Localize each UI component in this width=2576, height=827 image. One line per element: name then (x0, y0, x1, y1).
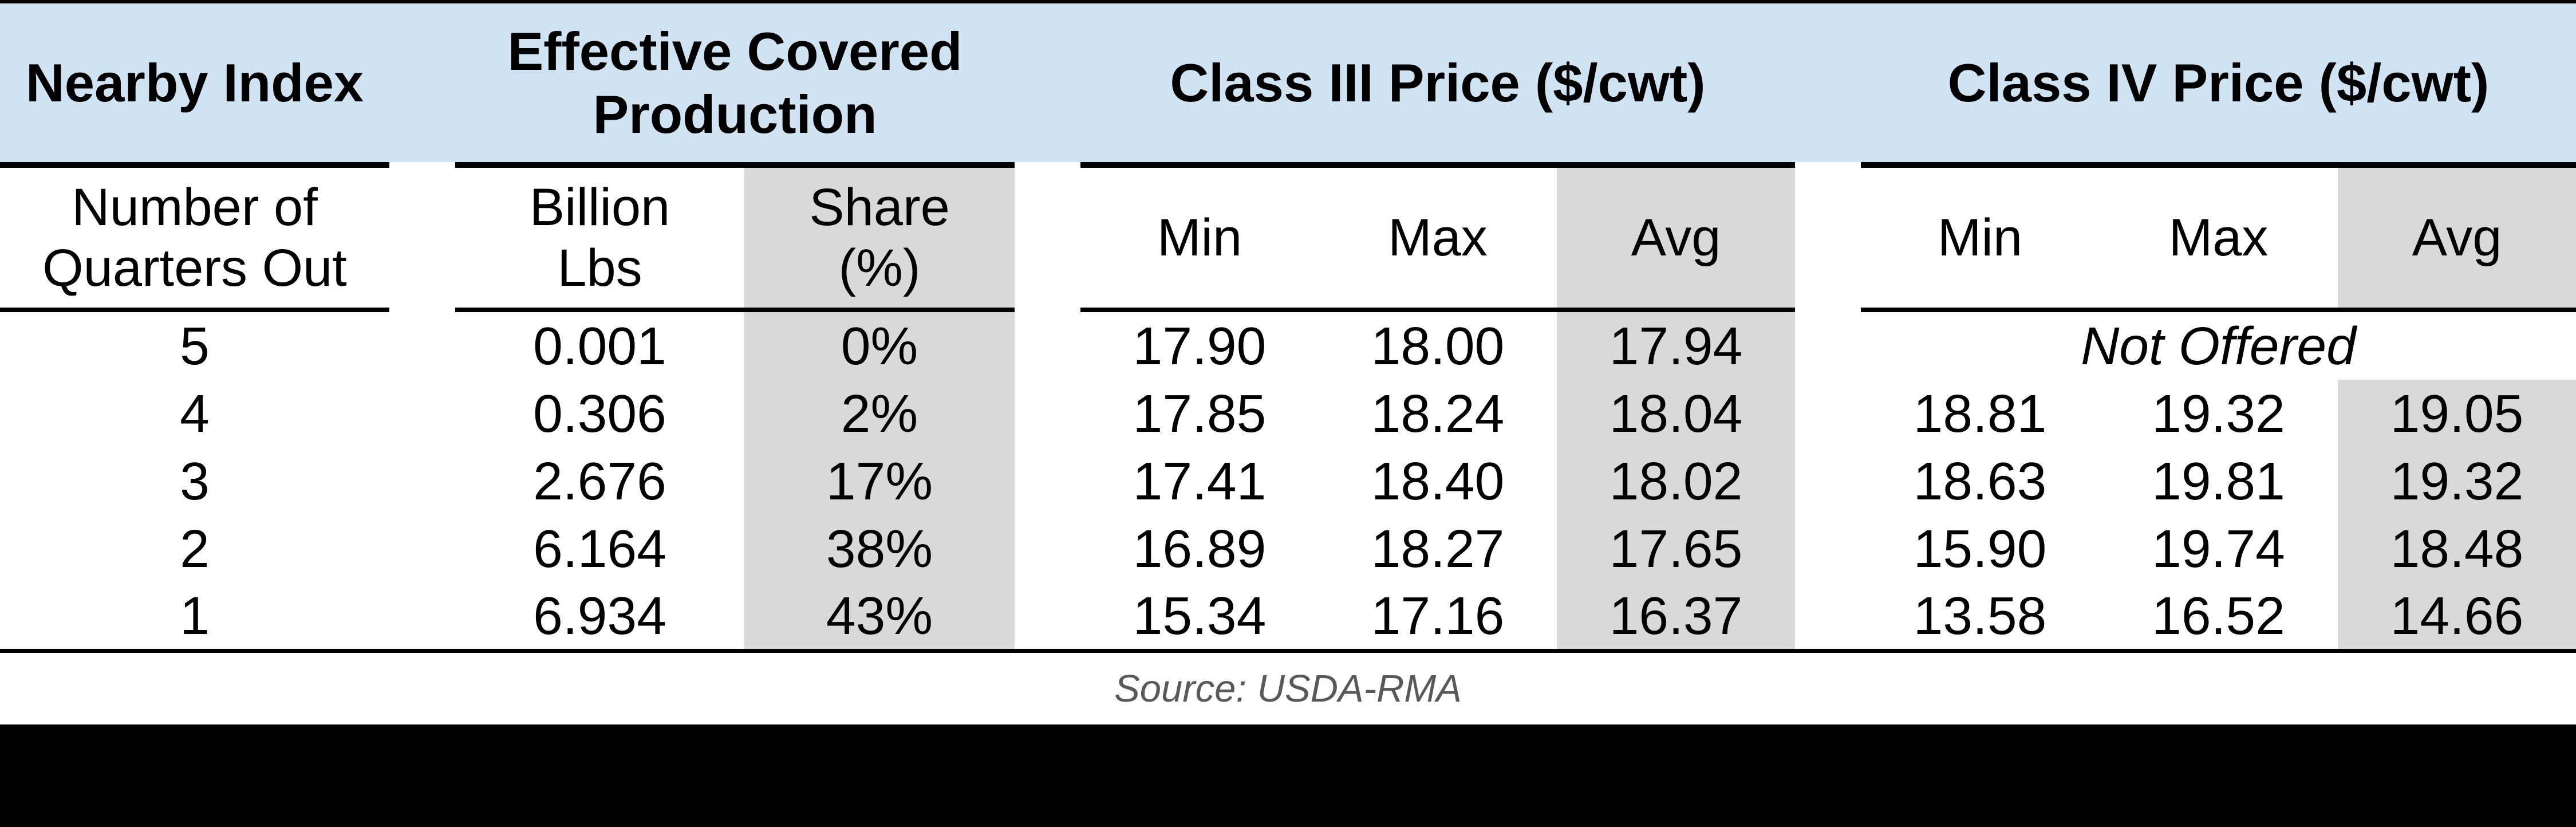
cell-q3-class4-min: 18.63 (1913, 451, 2047, 511)
subheader-class4-max: Max (2168, 208, 2269, 267)
header-row-background (0, 3, 2576, 162)
cell-q2-class4-max: 19.74 (2152, 518, 2285, 578)
cell-q5-quarters: 5 (180, 316, 210, 376)
cell-q4-share: 2% (744, 380, 1015, 447)
header-group-class-iv-price: Class IV Price ($/cwt) (1947, 52, 2490, 113)
header-group-class-iii-price: Class III Price ($/cwt) (1170, 52, 1706, 113)
subheader-share: Share (%) (744, 168, 1015, 308)
cell-q4-billion-lbs: 0.306 (533, 384, 666, 443)
cell-q3-class3-max: 18.40 (1371, 451, 1505, 511)
cell-q3-class4-max: 19.81 (2152, 451, 2285, 511)
cell-q5-share: 0% (744, 312, 1015, 380)
subheader-quarters: Number of Quarters Out (42, 178, 347, 297)
footer-black-bar (0, 724, 2576, 827)
cell-q5-class4-not-offered: Not Offered (2081, 316, 2356, 376)
cell-q4-class4-avg: 19.05 (2338, 380, 2576, 447)
header-underline-segment-1 (0, 162, 389, 168)
subheader-class4-avg: Avg (2338, 168, 2576, 308)
cell-q2-quarters: 2 (180, 518, 210, 578)
header-group-nearby-index: Nearby Index (25, 52, 364, 113)
cell-q4-class4-min: 18.81 (1913, 384, 2047, 443)
subheader-class4-min: Min (1937, 208, 2023, 267)
cell-q3-class4-avg: 19.32 (2338, 447, 2576, 515)
subheader-underline-segment-1 (0, 308, 389, 312)
subheader-class3-min: Min (1157, 208, 1242, 267)
cell-q1-quarters: 1 (180, 585, 210, 645)
cell-q5-billion-lbs: 0.001 (533, 316, 666, 376)
cell-q1-class3-min: 15.34 (1133, 585, 1267, 645)
cell-q1-billion-lbs: 6.934 (533, 585, 666, 645)
cell-q1-share: 43% (744, 582, 1015, 649)
bottom-border (0, 649, 2576, 653)
header-underline-segment-2 (455, 162, 1015, 168)
cell-q1-class4-avg: 14.66 (2338, 582, 2576, 649)
cell-q2-billion-lbs: 6.164 (533, 518, 666, 578)
cell-q4-class3-avg: 18.04 (1557, 380, 1795, 447)
header-underline-segment-4 (1861, 162, 2576, 168)
cell-q5-class3-max: 18.00 (1371, 316, 1505, 376)
cell-q2-class4-min: 15.90 (1913, 518, 2047, 578)
source-note: Source: USDA-RMA (1114, 667, 1462, 710)
cell-q2-class3-avg: 17.65 (1557, 515, 1795, 582)
cell-q2-share: 38% (744, 515, 1015, 582)
cell-q2-class3-max: 18.27 (1371, 518, 1505, 578)
subheader-underline-segment-4 (1861, 308, 2576, 312)
cell-q5-class3-min: 17.90 (1133, 316, 1267, 376)
cell-q4-class4-max: 19.32 (2152, 384, 2285, 443)
cell-q1-class4-max: 16.52 (2152, 585, 2285, 645)
cell-q1-class4-min: 13.58 (1913, 585, 2047, 645)
cell-q3-quarters: 3 (180, 451, 210, 511)
cell-q3-billion-lbs: 2.676 (533, 451, 666, 511)
subheader-billion-lbs: Billion Lbs (529, 178, 670, 297)
cell-q3-share: 17% (744, 447, 1015, 515)
cell-q3-class3-min: 17.41 (1133, 451, 1267, 511)
cell-q1-class3-avg: 16.37 (1557, 582, 1795, 649)
cell-q2-class4-avg: 18.48 (2338, 515, 2576, 582)
cell-q4-class3-min: 17.85 (1133, 384, 1267, 443)
cell-q4-quarters: 4 (180, 384, 210, 443)
cell-q4-class3-max: 18.24 (1371, 384, 1505, 443)
header-underline-segment-3 (1080, 162, 1795, 168)
subheader-underline-segment-3 (1080, 308, 1795, 312)
cell-q3-class3-avg: 18.02 (1557, 447, 1795, 515)
cell-q1-class3-max: 17.16 (1371, 585, 1505, 645)
cell-q2-class3-min: 16.89 (1133, 518, 1267, 578)
subheader-class3-avg: Avg (1557, 168, 1795, 308)
cell-q5-class3-avg: 17.94 (1557, 312, 1795, 380)
subheader-underline-segment-2 (455, 308, 1015, 312)
top-border (0, 0, 2576, 3)
header-group-effective-covered-production: Effective Covered Production (507, 21, 962, 144)
subheader-class3-max: Max (1388, 208, 1488, 267)
